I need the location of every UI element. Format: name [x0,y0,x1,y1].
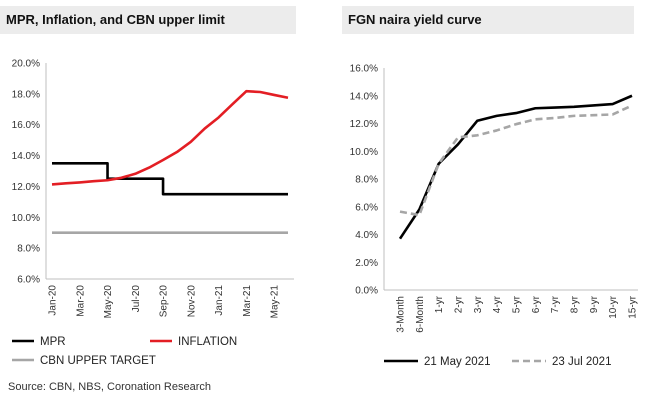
x-tick-label: Mar-20 [75,285,86,317]
x-tick-label: 1-yr [434,295,445,313]
source-note: Source: CBN, NBS, Coronation Research [8,381,211,393]
legend-label: CBN UPPER TARGET [40,355,156,367]
x-tick-label: Sep-20 [159,285,170,318]
x-tick-label: 7-yr [550,295,561,313]
series-line-23-jul-2021 [399,104,633,217]
x-tick-label: May-21 [270,285,281,319]
x-tick-label: 5-yr [512,295,523,313]
y-tick-label: 8.0% [355,175,378,186]
x-tick-label: 3-Month [396,296,407,333]
y-tick-label: 2.0% [355,258,378,269]
legend-label: INFLATION [178,336,237,348]
legend-label: 21 May 2021 [424,356,491,368]
y-tick-label: 14.0% [12,151,40,162]
x-tick-label: 8-yr [570,295,581,313]
right-chart: 0.0% 2.0% 4.0% 6.0% 8.0% 10.0% 12.0% 14.0% 16.0%… [350,64,639,369]
chart-title-left: MPR, Inflation, and CBN upper limit [0,6,296,34]
x-tick-label: Jan-21 [214,285,225,316]
y-tick-label: 18.0% [12,89,40,100]
y-tick-label: 20.0% [12,59,40,70]
x-tick-label: 15-yr [628,295,639,318]
x-tick-label: 9-yr [589,295,600,313]
x-tick-label: 6-yr [531,295,542,313]
y-tick-label: 6.0% [355,202,378,213]
legend-label: 23 Jul 2021 [552,356,611,368]
series-line-inflation [51,89,289,186]
chart-title-right: FGN naira yield curve [342,6,634,34]
y-tick-label: 12.0% [350,119,378,130]
x-tick-label: Jan-20 [48,285,59,316]
y-tick-label: 8.0% [17,244,40,255]
y-tick-label: 10.0% [12,213,40,224]
x-tick-label: 4-yr [492,295,503,313]
series-line-mpr [52,161,288,196]
y-tick-label: 6.0% [17,275,40,286]
left-chart: 6.0% 8.0% 10.0% 12.0% 14.0% 16.0% 18.0% 20.0% Ja… [12,59,294,367]
y-tick-label: 4.0% [355,230,378,241]
y-tick-label: 16.0% [350,64,378,75]
y-tick-label: 0.0% [355,286,378,297]
x-tick-label: May-20 [103,285,114,319]
x-tick-label: Nov-20 [186,285,197,318]
x-tick-label: Jul-20 [131,285,142,313]
x-tick-label: 10-yr [608,295,619,318]
y-tick-label: 16.0% [12,120,40,131]
x-tick-label: 3-yr [473,295,484,313]
x-tick-label: Mar-21 [242,285,253,317]
series-line-21-may-2021 [398,94,633,240]
y-tick-label: 10.0% [350,147,378,158]
x-tick-label: 6-Month [415,296,426,333]
y-tick-label: 14.0% [350,91,378,102]
legend-label: MPR [40,336,66,348]
y-tick-label: 12.0% [12,182,40,193]
x-tick-label: 2-yr [454,295,465,313]
